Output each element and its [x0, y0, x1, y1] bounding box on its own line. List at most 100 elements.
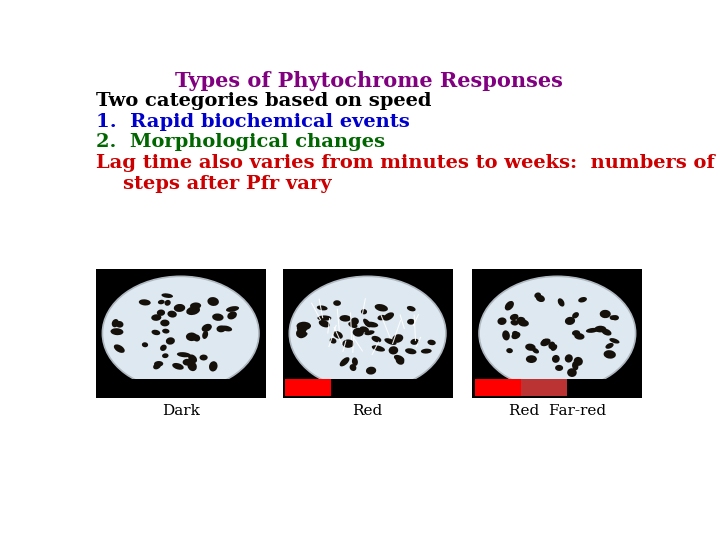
Ellipse shape: [319, 320, 330, 327]
Ellipse shape: [161, 293, 173, 298]
Ellipse shape: [297, 324, 307, 332]
Ellipse shape: [187, 361, 197, 371]
Bar: [472, 268, 642, 398]
Ellipse shape: [172, 363, 184, 370]
Ellipse shape: [364, 330, 374, 335]
Ellipse shape: [552, 355, 559, 363]
Ellipse shape: [606, 343, 613, 349]
Ellipse shape: [333, 331, 343, 339]
Bar: [567, 379, 639, 396]
Ellipse shape: [510, 314, 518, 320]
Ellipse shape: [366, 367, 377, 375]
Ellipse shape: [114, 345, 125, 353]
Ellipse shape: [541, 339, 548, 345]
Ellipse shape: [151, 330, 161, 335]
Ellipse shape: [498, 318, 507, 325]
Ellipse shape: [601, 329, 611, 335]
Ellipse shape: [164, 300, 171, 306]
Text: Dark: Dark: [162, 404, 199, 418]
Ellipse shape: [394, 355, 405, 362]
Text: Two categories based on speed: Two categories based on speed: [96, 92, 431, 110]
Ellipse shape: [506, 348, 513, 353]
Ellipse shape: [372, 336, 382, 342]
Ellipse shape: [297, 322, 311, 330]
Ellipse shape: [174, 304, 185, 312]
Ellipse shape: [339, 315, 351, 322]
Ellipse shape: [567, 368, 577, 377]
Ellipse shape: [518, 319, 529, 327]
Ellipse shape: [188, 354, 197, 363]
Ellipse shape: [564, 354, 573, 362]
Bar: [521, 379, 567, 396]
Ellipse shape: [586, 328, 598, 333]
Text: Red  Far-red: Red Far-red: [509, 404, 606, 418]
Ellipse shape: [558, 298, 564, 307]
Ellipse shape: [333, 300, 341, 306]
Ellipse shape: [161, 320, 169, 326]
Ellipse shape: [407, 306, 415, 312]
Ellipse shape: [186, 306, 200, 315]
Ellipse shape: [207, 297, 219, 306]
Ellipse shape: [532, 348, 539, 354]
Ellipse shape: [384, 338, 397, 345]
Ellipse shape: [190, 302, 201, 309]
Ellipse shape: [603, 350, 616, 359]
Ellipse shape: [534, 293, 541, 298]
Ellipse shape: [572, 330, 580, 336]
Ellipse shape: [177, 352, 191, 357]
Ellipse shape: [611, 315, 619, 320]
Ellipse shape: [361, 309, 367, 314]
Ellipse shape: [363, 319, 371, 327]
Ellipse shape: [199, 355, 207, 361]
Ellipse shape: [350, 364, 356, 371]
Ellipse shape: [154, 361, 163, 367]
Ellipse shape: [551, 344, 557, 351]
Text: Red: Red: [353, 404, 383, 418]
Ellipse shape: [296, 328, 306, 338]
Ellipse shape: [299, 332, 307, 338]
Ellipse shape: [202, 324, 212, 332]
Ellipse shape: [574, 357, 583, 366]
Ellipse shape: [600, 310, 611, 318]
Ellipse shape: [428, 340, 436, 345]
Ellipse shape: [374, 304, 388, 312]
Ellipse shape: [142, 342, 148, 347]
Ellipse shape: [110, 328, 123, 335]
Text: steps after Pfr vary: steps after Pfr vary: [96, 175, 331, 193]
Ellipse shape: [405, 348, 416, 354]
Ellipse shape: [289, 276, 446, 390]
Ellipse shape: [572, 361, 578, 370]
Ellipse shape: [510, 320, 518, 326]
Ellipse shape: [516, 317, 526, 323]
Ellipse shape: [610, 315, 616, 320]
Ellipse shape: [351, 318, 359, 325]
Ellipse shape: [352, 357, 358, 366]
Ellipse shape: [193, 334, 200, 341]
Ellipse shape: [392, 334, 403, 343]
Ellipse shape: [330, 338, 336, 343]
Ellipse shape: [186, 333, 197, 341]
Ellipse shape: [389, 346, 398, 354]
Ellipse shape: [578, 297, 587, 302]
Ellipse shape: [343, 340, 354, 348]
Ellipse shape: [505, 301, 514, 310]
Ellipse shape: [202, 330, 208, 339]
Ellipse shape: [575, 333, 585, 340]
Ellipse shape: [359, 326, 369, 333]
Ellipse shape: [162, 329, 169, 334]
Ellipse shape: [168, 310, 177, 318]
Ellipse shape: [421, 349, 432, 354]
Ellipse shape: [166, 338, 175, 345]
Ellipse shape: [157, 309, 165, 316]
Ellipse shape: [512, 331, 519, 337]
Ellipse shape: [226, 306, 239, 312]
Ellipse shape: [377, 315, 386, 320]
Ellipse shape: [318, 315, 331, 321]
Ellipse shape: [555, 365, 563, 371]
Ellipse shape: [353, 328, 364, 336]
Text: 1.  Rapid biochemical events: 1. Rapid biochemical events: [96, 113, 410, 131]
Ellipse shape: [102, 276, 259, 390]
Bar: [282, 268, 453, 398]
Ellipse shape: [183, 359, 192, 366]
Text: 2.  Morphological changes: 2. Morphological changes: [96, 133, 384, 151]
